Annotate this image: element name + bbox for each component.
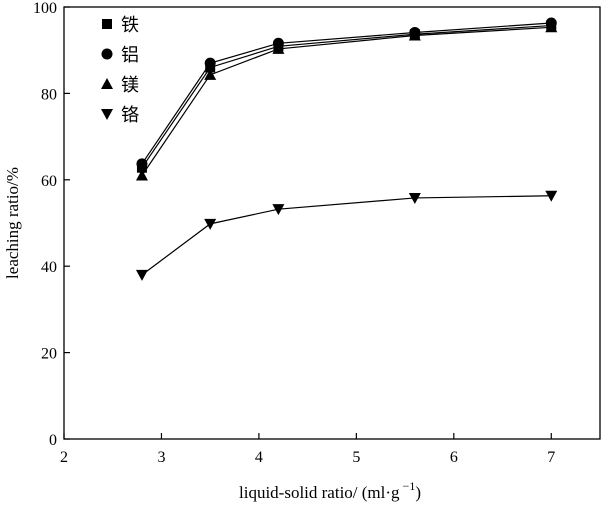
data-point-2-2 xyxy=(272,42,285,54)
legend-label-2: 镁 xyxy=(121,75,139,96)
series-line-0 xyxy=(141,24,552,169)
x-tick-label-2: 4 xyxy=(255,449,263,466)
data-point-3-0 xyxy=(135,269,148,281)
legend-marker-1 xyxy=(101,48,113,60)
data-point-2-1 xyxy=(204,68,217,80)
legend-label-3: 铬 xyxy=(121,105,139,126)
y-tick-label-0: 0 xyxy=(49,432,57,449)
legend-label-1: 铝 xyxy=(121,45,139,66)
data-point-2-3 xyxy=(408,29,421,41)
y-tick-label-3: 60 xyxy=(41,173,57,190)
series-line-3 xyxy=(141,195,552,276)
series-layer xyxy=(135,17,558,281)
legend-marker-3 xyxy=(101,109,113,120)
y-tick-label-1: 20 xyxy=(41,346,57,363)
y-tick-label-5: 100 xyxy=(33,0,57,17)
legend-label-0: 铁 xyxy=(121,15,139,36)
x-tick-label-5: 7 xyxy=(547,449,555,466)
data-point-2-0 xyxy=(135,169,148,181)
legend-marker-2 xyxy=(101,78,113,89)
x-tick-label-4: 6 xyxy=(450,449,458,466)
series-2 xyxy=(135,21,558,181)
y-axis-title: leaching ratio/% xyxy=(3,167,22,279)
x-tick-label-3: 5 xyxy=(352,449,360,466)
x-axis: 2 3 4 5 6 7 xyxy=(60,433,555,466)
x-axis-title-superscript: −1 xyxy=(403,479,416,493)
plot-frame xyxy=(63,6,601,440)
data-point-3-4 xyxy=(545,190,558,202)
data-point-3-1 xyxy=(204,218,217,230)
data-point-1-0 xyxy=(136,158,148,170)
y-axis: 0 20 40 60 80 100 xyxy=(33,0,70,449)
series-3 xyxy=(135,190,558,281)
x-tick-label-1: 3 xyxy=(157,449,165,466)
y-tick-label-2: 40 xyxy=(41,259,57,276)
series-line-2 xyxy=(141,26,552,176)
data-point-2-4 xyxy=(545,21,558,33)
series-0 xyxy=(136,20,557,173)
x-axis-title: liquid-solid ratio/ (ml·g −1) xyxy=(239,479,421,502)
x-tick-label-0: 2 xyxy=(60,449,68,466)
data-point-3-3 xyxy=(408,192,421,204)
data-point-3-2 xyxy=(272,204,285,216)
series-line-1 xyxy=(141,22,552,165)
y-tick-label-4: 80 xyxy=(41,86,57,103)
x-axis-title-suffix: ) xyxy=(415,483,421,502)
legend-marker-0 xyxy=(102,19,112,29)
data-point-1-1 xyxy=(204,57,216,69)
